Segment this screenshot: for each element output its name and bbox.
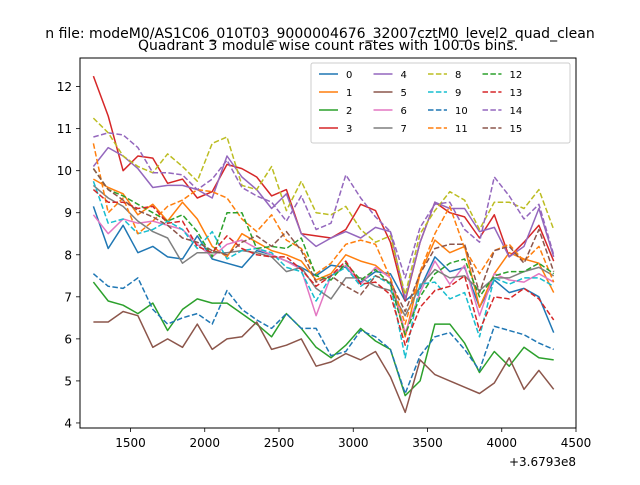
series-line-11 — [92, 143, 555, 325]
y-tick-label: 4 — [64, 416, 72, 430]
legend-label-0: 0 — [346, 70, 352, 81]
series-line-15 — [92, 168, 555, 313]
series-line-10 — [92, 273, 554, 395]
legend-box — [310, 62, 571, 144]
series-line-1 — [93, 178, 555, 338]
y-axis: 4 5 6 7 8 9 10 11 12 — [57, 80, 80, 430]
x-axis: 1500 2000 2500 3000 3500 4000 4500 — [115, 428, 591, 450]
y-tick-label: 8 — [64, 248, 72, 262]
series-line-12 — [92, 168, 555, 336]
y-tick-label: 6 — [64, 332, 72, 346]
y-tick-label: 10 — [57, 164, 72, 178]
legend-label-13: 13 — [510, 88, 523, 99]
series-line-0 — [92, 206, 555, 333]
series-line-14 — [93, 132, 555, 279]
legend-label-5: 5 — [401, 88, 407, 99]
series-line-9 — [92, 180, 555, 359]
y-tick-label: 7 — [64, 290, 72, 304]
x-tick-label: 3000 — [338, 436, 369, 450]
legend-label-12: 12 — [510, 70, 523, 81]
legend-label-1: 1 — [346, 88, 352, 99]
legend-label-8: 8 — [455, 70, 461, 81]
x-tick-label: 2000 — [189, 436, 220, 450]
series-line-8 — [92, 117, 555, 296]
axes-frame — [79, 57, 577, 429]
x-tick-label: 4500 — [561, 436, 592, 450]
legend-label-7: 7 — [401, 124, 407, 135]
legend-label-6: 6 — [401, 106, 407, 117]
legend-label-3: 3 — [346, 124, 352, 135]
legend-label-10: 10 — [455, 106, 468, 117]
series-line-7 — [92, 184, 555, 317]
chart-title: Quadrant 3 module wise count rates with … — [138, 38, 518, 54]
y-tick-label: 11 — [57, 122, 72, 136]
y-tick-label: 5 — [64, 374, 72, 388]
series-line-6 — [92, 214, 555, 334]
legend-label-11: 11 — [455, 124, 468, 135]
x-tick-label: 1500 — [115, 436, 146, 450]
legend-label-14: 14 — [510, 106, 523, 117]
legend-label-4: 4 — [401, 70, 407, 81]
figure-suptitle: n file: modeM0/AS1C06_010T03_9000004676_… — [45, 26, 594, 42]
series-line-4 — [92, 146, 555, 300]
legend-label-15: 15 — [510, 124, 523, 135]
series-line-5 — [93, 310, 555, 414]
x-offset-label: +3.6793e8 — [509, 455, 576, 469]
legend-label-2: 2 — [346, 106, 352, 117]
legend-label-9: 9 — [455, 88, 461, 99]
series-line-3 — [92, 75, 555, 302]
plot-lines — [92, 75, 555, 414]
x-tick-label: 3500 — [412, 436, 443, 450]
y-tick-label: 9 — [64, 206, 72, 220]
x-tick-label: 2500 — [264, 436, 295, 450]
series-line-13 — [92, 189, 555, 346]
x-tick-label: 4000 — [486, 436, 517, 450]
y-tick-label: 12 — [57, 80, 72, 94]
